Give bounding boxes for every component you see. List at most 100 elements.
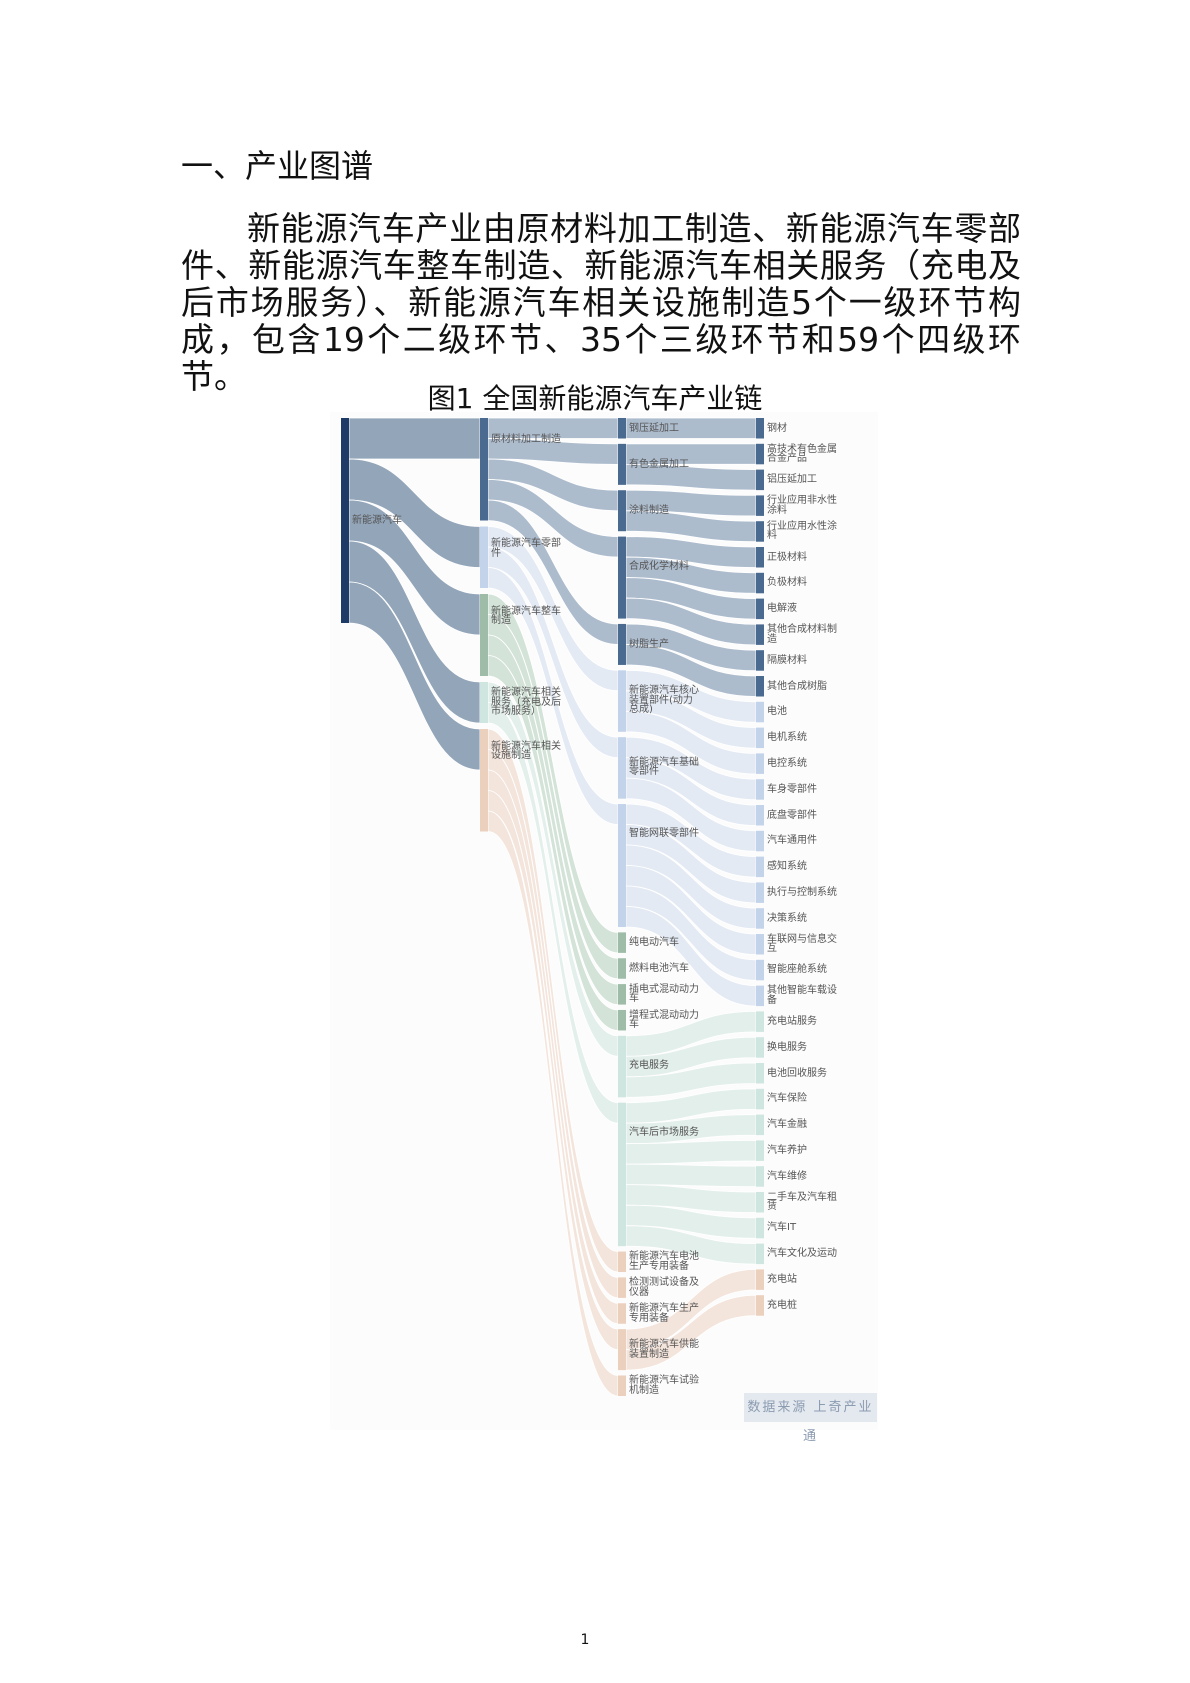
- sankey-node-label: 合成化学材料: [629, 560, 689, 572]
- sankey-node-label: 二手车及汽车租赁: [767, 1191, 837, 1213]
- sankey-node-label: 底盘零部件: [767, 809, 817, 821]
- sankey-node-label: 燃料电池汽车: [629, 962, 689, 974]
- sankey-node-label: 检测测试设备及仪器: [629, 1277, 699, 1298]
- sankey-node: [756, 959, 764, 981]
- sankey-node-label: 其他合成材料制造: [767, 624, 837, 645]
- sankey-node-label: 新能源汽车相关服务（充电及后市场服务）: [491, 687, 561, 718]
- sankey-node-label: 充电桩: [767, 1299, 797, 1311]
- sankey-node-label: 行业应用非水性涂料: [767, 495, 837, 516]
- sankey-node: [618, 804, 626, 928]
- sankey-node: [618, 737, 626, 799]
- sankey-node-label: 决策系统: [767, 912, 807, 924]
- sankey-node: [618, 670, 626, 732]
- sankey-node-label: 新能源汽车电池生产专用装备: [629, 1251, 699, 1272]
- sankey-node-label: 有色金属加工: [629, 458, 689, 470]
- sankey-node-label: 车身零部件: [767, 783, 817, 795]
- sankey-node-label: 新能源汽车基础零部件: [629, 756, 699, 778]
- sankey-node-label: 电池: [767, 706, 787, 718]
- sankey-node-label: 汽车IT: [767, 1222, 797, 1234]
- sankey-node-label: 新能源汽车相关设施制造: [491, 740, 561, 761]
- sankey-node: [756, 1063, 764, 1084]
- sankey-node-label: 正极材料: [767, 551, 807, 563]
- sankey-node: [756, 1269, 764, 1290]
- sankey-node: [756, 572, 764, 594]
- sankey-node: [618, 1035, 626, 1098]
- page-number: 1: [580, 1632, 590, 1648]
- sankey-node-label: 充电站服务: [767, 1015, 817, 1027]
- sankey-node: [756, 495, 764, 516]
- sankey-node-label: 涂料制造: [629, 504, 669, 516]
- sankey-node: [756, 1011, 764, 1032]
- sankey-link: [625, 1139, 757, 1165]
- sankey-node-label: 充电服务: [629, 1060, 669, 1072]
- sankey-node-label: 行业应用水性涂料: [767, 520, 837, 542]
- sankey-node: [480, 729, 488, 832]
- sankey-node-label: 新能源汽车核心装置部件(动力总成): [629, 685, 699, 716]
- sankey-node-label: 负极材料: [767, 577, 807, 589]
- sankey-node-label: 新能源汽车生产专用装备: [629, 1303, 699, 1324]
- sankey-node: [756, 1192, 764, 1213]
- sankey-node: [480, 594, 488, 676]
- sankey-node: [618, 932, 626, 953]
- sankey-node-label: 电机系统: [767, 732, 807, 744]
- sankey-node: [756, 701, 764, 723]
- sankey-node-label: 钢材: [767, 422, 787, 434]
- sankey-node-label: 电池回收服务: [767, 1067, 827, 1079]
- intro-paragraph: 新能源汽车产业由原材料加工制造、新能源汽车零部件、新能源汽车整车制造、新能源汽车…: [181, 209, 1021, 396]
- data-source-badge: 数据来源 上奇产业通: [744, 1393, 877, 1444]
- sankey-node-label: 汽车维修: [767, 1170, 807, 1182]
- sankey-node: [756, 443, 764, 465]
- sankey-node-label: 高技术有色金属合金产品: [767, 443, 837, 465]
- sankey-node: [618, 623, 626, 665]
- sankey-node: [756, 1140, 764, 1161]
- sankey-node-label: 换电服务: [767, 1041, 807, 1053]
- sankey-node-label: 汽车养护: [767, 1144, 807, 1156]
- sankey-node: [756, 805, 764, 826]
- sankey-node-label: 感知系统: [767, 861, 807, 873]
- sankey-node: [618, 490, 626, 532]
- sankey-link: [348, 417, 481, 460]
- sankey-node: [618, 418, 626, 439]
- sankey-node: [756, 676, 764, 697]
- sankey-node: [618, 1375, 626, 1396]
- sankey-node-label: 汽车保险: [767, 1093, 807, 1105]
- sankey-node-label: 汽车后市场服务: [629, 1126, 699, 1138]
- sankey-node: [756, 418, 764, 439]
- sankey-node-label: 树脂生产: [629, 638, 669, 650]
- sankey-node-label: 其他智能车载设备: [767, 985, 837, 1006]
- sankey-node-label: 新能源汽车零部件: [491, 538, 561, 559]
- sankey-node: [756, 1114, 764, 1136]
- sankey-node-label: 纯电动汽车: [629, 936, 679, 948]
- sankey-node: [480, 418, 488, 521]
- sankey-node: [618, 536, 626, 619]
- sankey-node: [756, 753, 764, 774]
- sankey-node-label: 新能源汽车整车制造: [491, 605, 561, 626]
- sankey-node: [756, 1037, 764, 1058]
- sankey-node-label: 增程式混动动力车: [629, 1009, 699, 1031]
- sankey-node: [756, 1295, 764, 1316]
- sankey-node: [480, 526, 488, 588]
- sankey-node-label: 执行与控制系统: [767, 886, 837, 898]
- sankey-node-label: 汽车文化及运动: [767, 1248, 837, 1260]
- sankey-node: [618, 1102, 626, 1247]
- sankey-node-label: 原材料加工制造: [491, 434, 561, 446]
- sankey-node: [756, 1243, 764, 1265]
- sankey-node-label: 电控系统: [767, 757, 807, 769]
- sankey-node-label: 汽车通用件: [767, 835, 817, 847]
- sankey-node: [756, 985, 764, 1007]
- sankey-node: [756, 856, 764, 878]
- sankey-node: [618, 1303, 626, 1324]
- sankey-node: [756, 908, 764, 929]
- sankey-node: [618, 1329, 626, 1371]
- sankey-node-label: 新能源汽车试验机制造: [629, 1375, 699, 1396]
- figure-caption: 图1 全国新能源汽车产业链: [427, 382, 763, 415]
- sankey-node: [756, 624, 764, 645]
- sankey-node: [756, 469, 764, 491]
- sankey-node-label: 铝压延加工: [767, 474, 817, 486]
- sankey-node-label: 汽车金融: [767, 1119, 807, 1131]
- sankey-node-label: 电解液: [767, 603, 797, 615]
- sankey-link: [625, 1163, 757, 1188]
- sankey-node: [756, 779, 764, 800]
- sankey-node-label: 插电式混动动力车: [629, 983, 699, 1005]
